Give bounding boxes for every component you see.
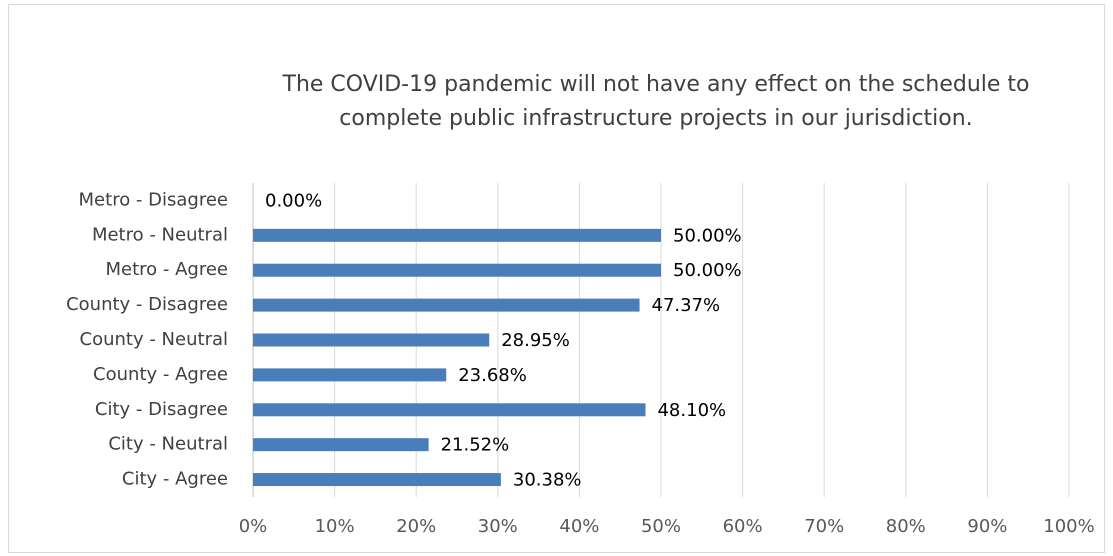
data-label: 23.68% — [458, 365, 527, 386]
bar — [253, 368, 447, 382]
x-tick-label: 100% — [1043, 516, 1094, 537]
x-tick-label: 30% — [478, 516, 518, 537]
data-label: 48.10% — [657, 400, 726, 421]
x-tick-label: 20% — [396, 516, 436, 537]
bar — [253, 298, 640, 312]
bar — [253, 333, 490, 347]
data-label: 50.00% — [673, 260, 742, 281]
y-tick-label: Metro - Agree — [105, 259, 228, 280]
y-tick-label: Metro - Disagree — [79, 189, 228, 210]
x-tick-label: 40% — [559, 516, 599, 537]
x-tick-label: 60% — [723, 516, 763, 537]
bar — [253, 438, 429, 452]
bar — [253, 263, 661, 277]
y-tick-label: County - Agree — [93, 364, 228, 385]
y-tick-label: Metro - Neutral — [92, 224, 228, 245]
y-tick-label: City - Neutral — [108, 434, 228, 455]
y-tick-label: County - Disagree — [66, 294, 228, 315]
bar — [253, 473, 501, 487]
y-tick-label: City - Disagree — [95, 399, 228, 420]
bar — [253, 403, 646, 417]
data-label: 21.52% — [441, 435, 510, 456]
x-tick-label: 80% — [886, 516, 926, 537]
chart-frame — [8, 4, 1105, 553]
data-label: 28.95% — [501, 330, 570, 351]
x-tick-label: 10% — [315, 516, 355, 537]
data-label: 0.00% — [265, 190, 322, 211]
x-tick-label: 50% — [641, 516, 681, 537]
x-tick-label: 90% — [967, 516, 1007, 537]
chart-title: The COVID-19 pandemic will not have any … — [282, 72, 1030, 131]
data-label: 30.38% — [513, 470, 582, 491]
data-label: 47.37% — [652, 295, 721, 316]
bar — [253, 228, 661, 242]
y-tick-label: City - Agree — [122, 469, 228, 490]
data-label: 50.00% — [673, 225, 742, 246]
x-tick-label: 0% — [239, 516, 268, 537]
y-tick-label: County - Neutral — [80, 329, 228, 350]
x-tick-label: 70% — [804, 516, 844, 537]
